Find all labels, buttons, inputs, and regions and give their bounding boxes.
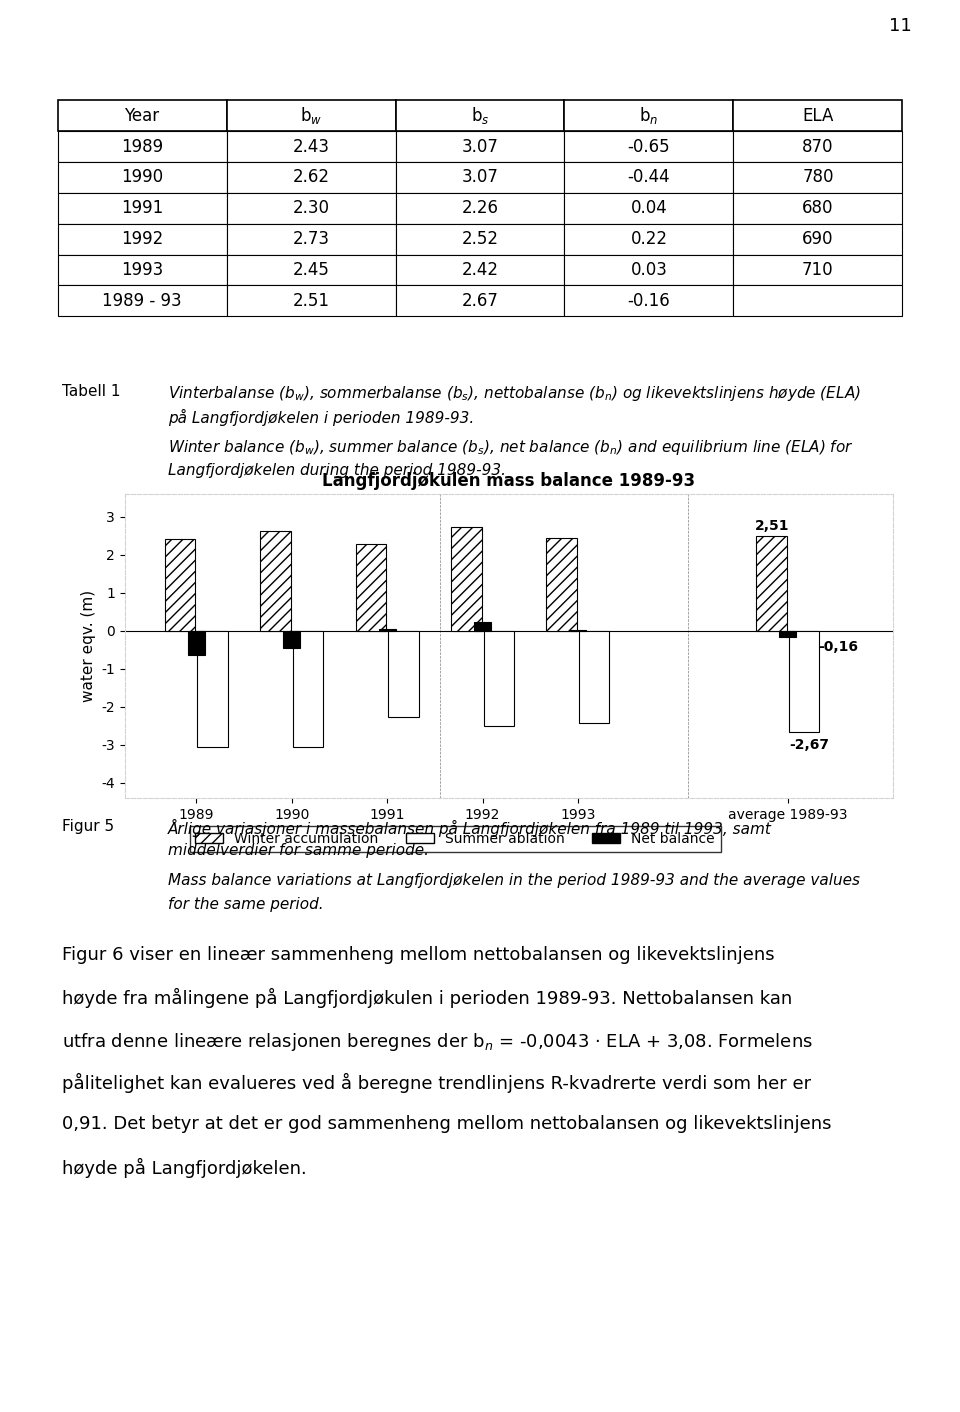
Bar <box>188 631 204 655</box>
Bar <box>165 538 196 631</box>
Text: Winter balance (b$_w$), summer balance (b$_s$), net balance (b$_n$) and equilibr: Winter balance (b$_w$), summer balance (… <box>168 438 853 456</box>
Bar <box>484 631 514 726</box>
Text: Figur 5: Figur 5 <box>62 819 114 834</box>
Text: Tabell 1: Tabell 1 <box>62 384 121 400</box>
Bar <box>260 531 291 631</box>
Text: 2,51: 2,51 <box>755 518 789 532</box>
Text: for the same period.: for the same period. <box>168 897 324 912</box>
Bar <box>379 630 396 631</box>
Text: Vinterbalanse (b$_w$), sommerbalanse (b$_s$), nettobalanse (b$_n$) og likevektsl: Vinterbalanse (b$_w$), sommerbalanse (b$… <box>168 384 861 402</box>
Bar <box>283 631 300 648</box>
Text: Langfjordjøkelen during the period 1989-93.: Langfjordjøkelen during the period 1989-… <box>168 463 506 479</box>
Bar <box>293 631 324 747</box>
Bar <box>474 623 491 631</box>
Text: høyde fra målingene på Langfjordjøkulen i perioden 1989-93. Nettobalansen kan: høyde fra målingene på Langfjordjøkulen … <box>62 988 793 1008</box>
Text: 0,91. Det betyr at det er god sammenheng mellom nettobalansen og likevektslinjen: 0,91. Det betyr at det er god sammenheng… <box>62 1115 832 1134</box>
Bar <box>546 538 577 631</box>
Text: Årlige variasjoner i massebalansen på Langfjordjøkelen fra 1989 til 1993, samt: Årlige variasjoner i massebalansen på La… <box>168 819 772 837</box>
Text: middelverdier for samme periode.: middelverdier for samme periode. <box>168 843 429 858</box>
Bar <box>780 631 796 637</box>
Text: -0,16: -0,16 <box>818 640 858 654</box>
Text: Mass balance variations at Langfjordjøkelen in the period 1989-93 and the averag: Mass balance variations at Langfjordjøke… <box>168 873 860 888</box>
Legend: Winter accumulation, Summer ablation, Net balance: Winter accumulation, Summer ablation, Ne… <box>189 826 721 851</box>
Text: 11: 11 <box>889 17 912 35</box>
Bar <box>388 631 419 716</box>
Bar <box>789 631 819 733</box>
Text: Figur 6 viser en lineær sammenheng mellom nettobalansen og likevektslinjens: Figur 6 viser en lineær sammenheng mello… <box>62 946 775 964</box>
Bar <box>451 527 482 631</box>
Bar <box>355 544 386 631</box>
Bar <box>198 631 228 747</box>
Text: -2,67: -2,67 <box>789 738 828 751</box>
Text: høyde på Langfjordjøkelen.: høyde på Langfjordjøkelen. <box>62 1158 307 1178</box>
Title: Langfjordjøkulen mass balance 1989-93: Langfjordjøkulen mass balance 1989-93 <box>323 472 695 490</box>
Text: på Langfjordjøkelen i perioden 1989-93.: på Langfjordjøkelen i perioden 1989-93. <box>168 409 474 426</box>
Text: pålitelighet kan evalueres ved å beregne trendlinjens R-kvadrerte verdi som her : pålitelighet kan evalueres ved å beregne… <box>62 1073 811 1093</box>
Text: utfra denne lineære relasjonen beregnes der b$_n$ = -0,0043 · ELA + 3,08. Formel: utfra denne lineære relasjonen beregnes … <box>62 1031 813 1053</box>
Bar <box>579 631 610 723</box>
Bar <box>756 535 787 631</box>
Y-axis label: water eqv. (m): water eqv. (m) <box>81 590 96 702</box>
